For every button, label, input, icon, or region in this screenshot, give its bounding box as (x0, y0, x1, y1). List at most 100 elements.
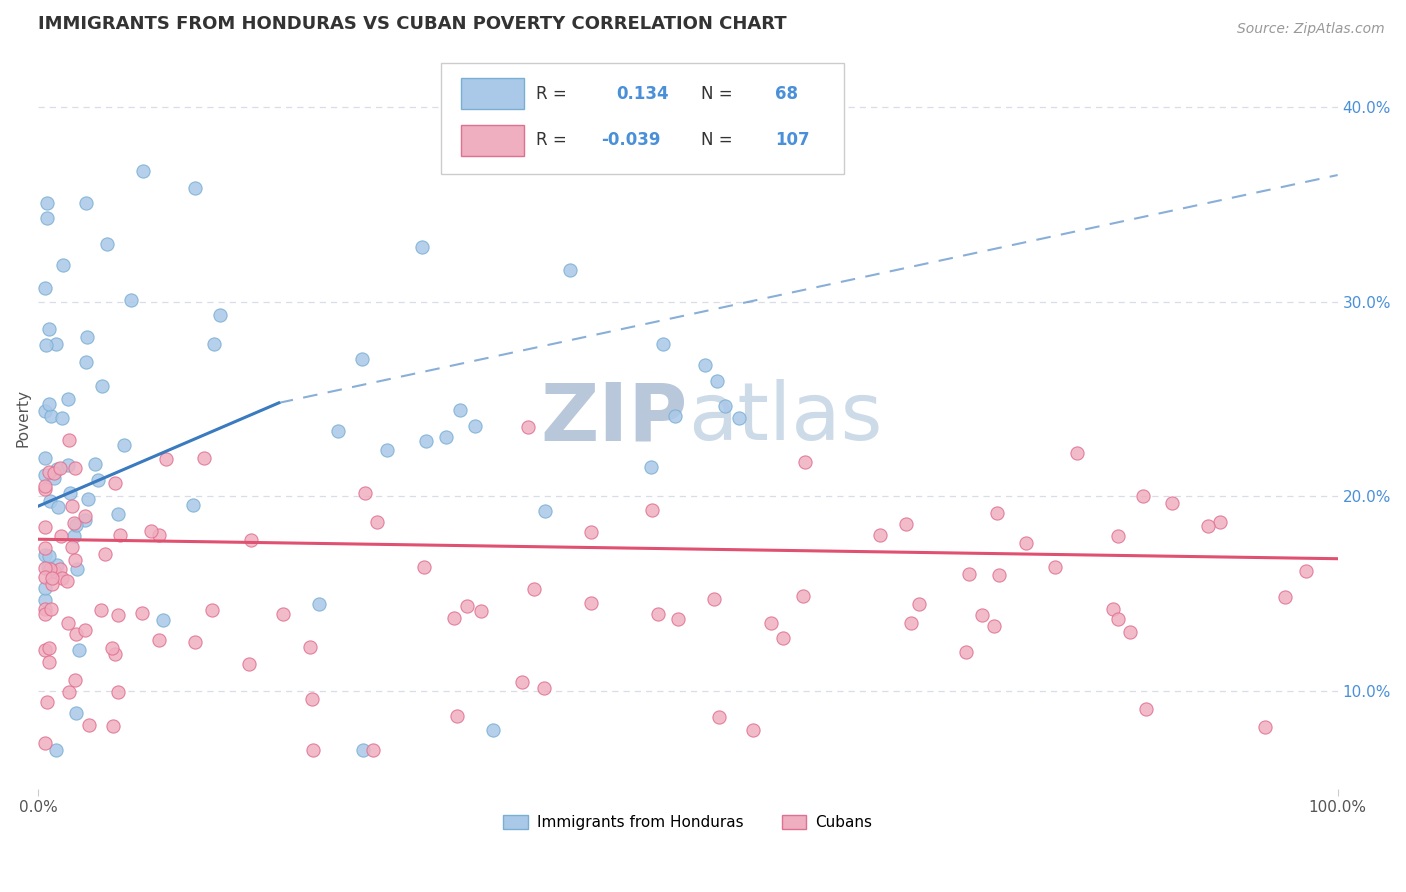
Point (793, 455, 815, 469)
Point (90, 603, 112, 617)
Point (63, 673, 86, 687)
Point (34, 541, 56, 555)
Text: N =: N = (702, 131, 733, 149)
Text: 0.134: 0.134 (616, 85, 669, 103)
Point (983, 619, 1005, 633)
Point (869, 528, 891, 542)
Text: IMMIGRANTS FROM HONDURAS VS CUBAN POVERTY CORRELATION CHART: IMMIGRANTS FROM HONDURAS VS CUBAN POVERT… (38, 15, 787, 33)
Point (39, 409, 62, 423)
Point (38, 562, 60, 576)
Point (155, 452, 177, 467)
Point (100, 641, 122, 656)
Point (184, 635, 207, 649)
Text: -0.039: -0.039 (600, 131, 661, 149)
Point (65, 518, 87, 533)
Point (772, 631, 794, 645)
Point (415, 434, 437, 448)
Point (38, 549, 60, 564)
Point (464, 419, 486, 434)
Point (38, 641, 60, 656)
Text: 107: 107 (775, 131, 810, 149)
Point (34, 548, 56, 562)
Point (139, 524, 162, 539)
Text: ZIP: ZIP (541, 379, 688, 458)
Point (1043, 560, 1066, 574)
Point (63, 553, 86, 567)
Point (1274, 590, 1296, 604)
Point (34, 592, 56, 607)
Point (120, 293, 142, 307)
Point (38, 655, 60, 669)
Point (579, 596, 602, 610)
Point (1015, 535, 1038, 549)
Point (41, 577, 63, 591)
Point (148, 528, 170, 542)
Point (482, 723, 505, 737)
Point (534, 504, 557, 518)
Point (900, 616, 922, 631)
Point (87, 473, 110, 487)
Point (1066, 445, 1088, 459)
Text: Source: ZipAtlas.com: Source: ZipAtlas.com (1237, 22, 1385, 37)
Point (38, 494, 60, 508)
Point (412, 559, 434, 574)
Point (446, 709, 468, 723)
Point (1107, 612, 1129, 626)
Point (58, 392, 80, 407)
Point (1119, 625, 1142, 640)
Legend: Immigrants from Honduras, Cubans: Immigrants from Honduras, Cubans (498, 809, 879, 837)
Point (181, 498, 204, 512)
Point (41, 571, 63, 585)
Point (1295, 564, 1317, 578)
FancyBboxPatch shape (441, 63, 844, 174)
Point (308, 597, 330, 611)
Point (894, 516, 917, 531)
Point (202, 337, 225, 351)
Point (46, 462, 69, 476)
Point (38, 465, 60, 479)
Point (449, 402, 471, 417)
Point (94, 547, 117, 561)
Point (579, 524, 602, 539)
Point (366, 516, 388, 530)
Point (238, 657, 260, 672)
Point (959, 567, 981, 582)
Point (1107, 529, 1129, 543)
Point (34, 736, 56, 750)
Point (1102, 602, 1125, 616)
Point (104, 476, 127, 491)
Point (1197, 518, 1219, 533)
Point (517, 419, 540, 434)
Point (58, 433, 80, 447)
Point (510, 674, 533, 689)
Point (38, 397, 60, 411)
Point (972, 608, 994, 623)
Point (66, 562, 89, 576)
Point (411, 240, 433, 254)
Point (728, 411, 751, 425)
Point (34, 482, 56, 496)
Text: R =: R = (536, 85, 567, 103)
Point (107, 685, 129, 699)
Point (73, 513, 96, 527)
Point (35, 338, 58, 352)
Point (239, 533, 262, 548)
Point (35, 695, 58, 709)
Point (759, 616, 782, 631)
Point (34, 602, 56, 616)
FancyBboxPatch shape (461, 78, 524, 109)
Point (34, 520, 56, 534)
Point (49, 562, 72, 576)
Point (201, 603, 224, 617)
Point (51, 572, 73, 586)
Point (34, 607, 56, 622)
Point (104, 647, 127, 661)
Point (56, 616, 79, 631)
Point (647, 607, 669, 621)
Point (37, 560, 59, 574)
Point (96, 237, 118, 252)
Point (193, 450, 215, 465)
Point (703, 591, 725, 606)
Point (184, 181, 207, 195)
Point (103, 718, 125, 732)
